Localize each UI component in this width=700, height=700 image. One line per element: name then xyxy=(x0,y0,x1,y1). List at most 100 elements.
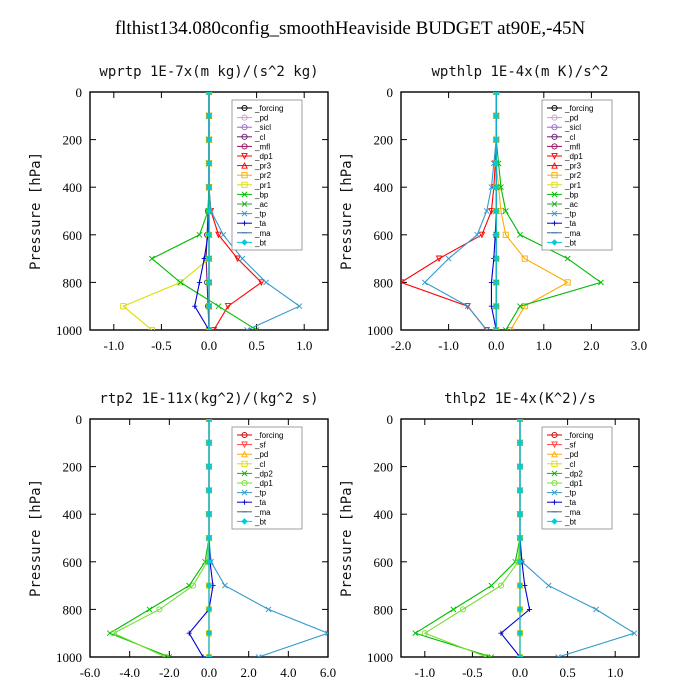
data-point xyxy=(483,327,490,330)
data-point xyxy=(205,582,213,589)
data-point xyxy=(205,92,213,96)
data-point xyxy=(205,419,213,423)
legend-label: _pd xyxy=(564,114,578,123)
data-point xyxy=(492,136,500,143)
legend-label: _cl xyxy=(564,133,575,142)
legend-marker xyxy=(241,172,248,179)
x-tick-label: 0.0 xyxy=(201,665,217,680)
legend-label: _pd xyxy=(254,450,268,459)
data-point xyxy=(498,630,504,636)
data-point xyxy=(120,303,127,310)
legend-marker xyxy=(551,133,558,140)
data-point xyxy=(205,558,213,566)
y-tick-label: 600 xyxy=(63,555,83,570)
data-point xyxy=(545,582,552,589)
legend-label: _mfl xyxy=(564,142,580,151)
data-point xyxy=(265,606,272,613)
data-point xyxy=(244,327,250,330)
data-point xyxy=(177,279,184,286)
x-tick-label: -4.0 xyxy=(119,665,140,680)
x-tick-label: -1.0 xyxy=(438,338,459,353)
y-tick-label: 200 xyxy=(63,133,83,148)
data-point xyxy=(196,231,203,238)
data-point xyxy=(526,606,533,612)
x-tick-label: 0.5 xyxy=(248,338,264,353)
data-point xyxy=(478,231,486,239)
legend-box xyxy=(541,426,613,530)
legend-label: _sicl xyxy=(564,123,581,132)
data-point xyxy=(221,582,228,589)
x-tick-label: 0.0 xyxy=(512,665,528,680)
legend-marker xyxy=(241,431,248,439)
legend-label: _ta xyxy=(564,498,577,507)
legend-label: _bt xyxy=(564,238,577,247)
data-point xyxy=(459,606,466,613)
x-tick-label: 1.0 xyxy=(296,338,312,353)
legend-marker xyxy=(241,450,248,458)
legend-marker xyxy=(551,441,558,449)
y-tick-label: 1000 xyxy=(367,323,393,338)
data-point xyxy=(205,279,213,286)
series-line xyxy=(112,419,210,657)
legend-marker xyxy=(241,470,248,477)
data-point xyxy=(516,653,524,657)
y-axis-label: Pressure [hPa] xyxy=(339,152,355,270)
legend-label: _ma xyxy=(564,508,581,517)
data-point xyxy=(263,279,270,286)
data-point xyxy=(421,630,428,637)
y-tick-label: 800 xyxy=(63,602,83,617)
data-point xyxy=(205,510,213,518)
data-point xyxy=(474,231,481,238)
data-point xyxy=(210,326,218,330)
data-point xyxy=(215,303,222,310)
data-point xyxy=(497,582,505,589)
data-point xyxy=(148,255,155,262)
legend-label: _dp1 xyxy=(254,152,273,161)
data-point xyxy=(239,255,246,262)
data-point xyxy=(507,326,514,330)
series-line xyxy=(413,419,521,657)
legend-marker xyxy=(241,143,248,150)
legend-marker xyxy=(241,518,248,525)
legend-label: _ma xyxy=(254,229,271,238)
x-tick-label: 6.0 xyxy=(320,665,336,680)
axes-frame xyxy=(400,91,640,331)
legend-label: _forcing xyxy=(564,431,593,440)
legend-marker xyxy=(241,161,248,169)
data-point xyxy=(492,231,500,239)
legend: _forcing_pd_sicl_cl_mfl_dp1_pr3_pr2_pr1_… xyxy=(541,99,613,251)
x-tick-label: -0.5 xyxy=(151,338,172,353)
legend-marker xyxy=(241,441,248,449)
data-point xyxy=(464,303,471,310)
x-tick-label: -6.0 xyxy=(80,665,101,680)
data-point xyxy=(450,606,457,613)
y-tick-label: 400 xyxy=(63,180,83,195)
legend-label: _cl xyxy=(254,460,265,469)
chart-panel: rtp2 1E-11x(kg^2)/(kg^2 s) Pressure [hPa]… xyxy=(28,391,336,680)
data-point xyxy=(205,183,213,191)
y-axis-label: Pressure [hPa] xyxy=(28,152,44,270)
data-point xyxy=(186,630,192,636)
legend-marker xyxy=(241,499,248,505)
legend-label: _forcing xyxy=(254,104,283,113)
data-point xyxy=(516,510,524,518)
data-point xyxy=(156,606,163,613)
legend-marker xyxy=(551,114,558,121)
data-point xyxy=(205,207,213,215)
legend-marker xyxy=(551,201,558,207)
y-tick-label: 400 xyxy=(63,507,83,522)
data-point xyxy=(492,279,500,286)
data-point xyxy=(493,327,500,330)
data-point xyxy=(516,463,524,470)
data-point xyxy=(215,231,222,239)
data-point xyxy=(205,463,213,470)
legend-marker xyxy=(241,489,248,496)
legend-label: _tp xyxy=(254,489,267,498)
data-point xyxy=(464,303,471,310)
legend-marker xyxy=(551,124,558,131)
y-tick-label: 1000 xyxy=(56,323,82,338)
legend-marker xyxy=(241,201,248,207)
data-point xyxy=(521,303,528,310)
legend-label: _ma xyxy=(564,229,581,238)
legend-label: _bt xyxy=(254,238,267,247)
